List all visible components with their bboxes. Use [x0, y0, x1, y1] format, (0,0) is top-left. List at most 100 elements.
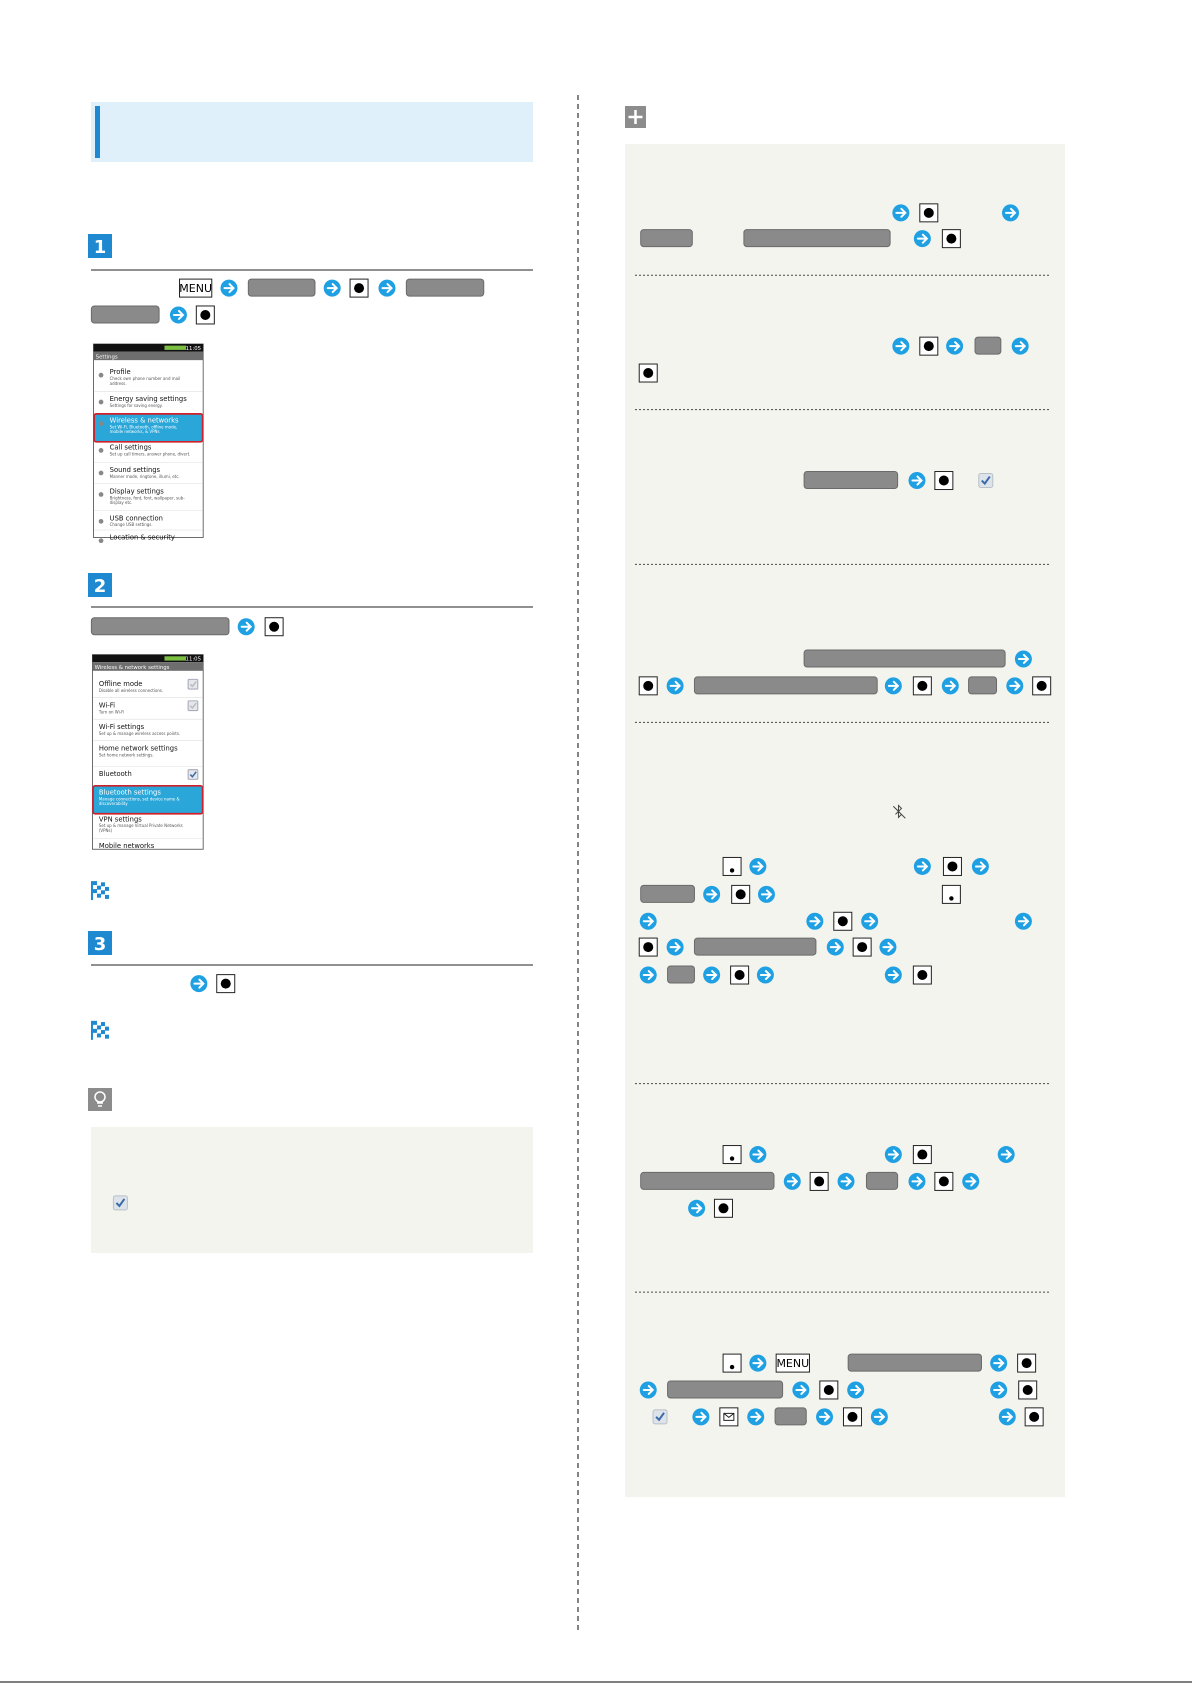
tap-key	[912, 1145, 932, 1165]
tap-key	[1024, 1407, 1044, 1427]
arrow-icon	[639, 912, 657, 930]
arrow-icon	[971, 857, 989, 875]
ui-button	[640, 229, 693, 248]
key-dot	[837, 916, 848, 927]
arrow-icon	[998, 1408, 1016, 1426]
key-dot	[946, 233, 957, 244]
step-badge	[88, 234, 112, 258]
key-dot	[938, 475, 949, 486]
title-bar	[92, 662, 204, 671]
arrow-icon	[806, 912, 824, 930]
arrow-glyph	[944, 680, 957, 691]
setting-desc: display etc.	[110, 500, 133, 505]
flag-cell	[92, 889, 97, 894]
arrow-glyph	[1017, 653, 1030, 664]
tap-key	[852, 937, 872, 957]
ui-button	[640, 884, 695, 903]
setting-checkbox	[187, 678, 199, 690]
header-bar	[95, 106, 100, 158]
ui-button	[743, 229, 891, 248]
setting-label: Energy saving settings	[110, 395, 188, 403]
tip-box	[91, 1127, 533, 1253]
arrow-glyph	[669, 942, 682, 953]
check	[981, 475, 991, 486]
highlight-frame	[92, 784, 204, 815]
key-dot	[917, 970, 928, 981]
arrow-glyph	[695, 1411, 707, 1422]
arrow-icon	[756, 966, 774, 984]
flag-cell	[100, 1030, 105, 1035]
setting-label: Wi-Fi	[99, 701, 115, 709]
setting-icon	[98, 492, 104, 497]
arrow-glyph	[750, 1411, 762, 1422]
arrow-glyph	[795, 1384, 807, 1395]
key-dot	[1029, 1411, 1040, 1422]
arrow-icon	[749, 1146, 767, 1164]
key-dot	[643, 368, 654, 379]
section-header	[91, 102, 533, 162]
setting-desc: Set Wi-Fi, Bluetooth, offline mode,	[110, 424, 178, 429]
tap-key	[934, 471, 954, 491]
menu-key	[179, 278, 213, 298]
setting-desc: Manner mode, ringtone, illumi, etc.	[110, 474, 180, 479]
arrow-icon	[1011, 337, 1029, 355]
arrow-icon	[747, 1408, 765, 1426]
arrow-icon	[1014, 912, 1032, 930]
arrow-glyph	[752, 1358, 764, 1369]
arrow-glyph	[193, 978, 205, 989]
check	[115, 1198, 126, 1208]
arrow-icon	[908, 1172, 926, 1190]
small-key	[941, 884, 961, 904]
flag-cell	[96, 885, 101, 890]
arrow-icon	[666, 938, 684, 956]
key-dot	[917, 680, 928, 691]
setting-desc: Manage connections, set device name &	[99, 796, 180, 801]
setting-desc: Settings for saving energy.	[110, 403, 163, 408]
arrow-glyph	[974, 861, 987, 872]
key-dot	[857, 942, 868, 953]
flag-cell	[104, 894, 109, 899]
ui-button	[847, 1353, 982, 1372]
arrow-icon	[892, 337, 910, 355]
arrow-glyph	[840, 1176, 852, 1187]
arrow-glyph	[760, 889, 773, 900]
plus-sign	[628, 110, 643, 124]
arrow-glyph	[850, 1384, 862, 1395]
goal-flag	[90, 1020, 109, 1040]
arrow-icon	[913, 857, 931, 875]
arrow-icon	[879, 938, 897, 956]
arrow-glyph	[882, 942, 894, 953]
ui-button	[640, 1171, 775, 1190]
flag-cell	[100, 1022, 105, 1027]
arrow-glyph	[911, 1176, 923, 1187]
arrow-icon	[757, 885, 775, 903]
flag-cell	[96, 1025, 101, 1030]
status-bar	[93, 344, 204, 352]
arrow-glyph	[1017, 916, 1030, 927]
arrow-glyph	[752, 861, 764, 872]
arrow-glyph	[691, 1203, 703, 1214]
flag-cell	[100, 890, 105, 895]
arrow-icon	[816, 1408, 834, 1426]
arrow-glyph	[916, 861, 929, 872]
arrow-icon	[792, 1381, 810, 1399]
arrow-glyph	[172, 309, 185, 320]
arrow-icon	[997, 1146, 1015, 1164]
setting-label: Display settings	[110, 487, 165, 495]
ui-button	[803, 649, 1006, 668]
arrow-glyph	[642, 970, 655, 981]
arrow-icon	[861, 912, 879, 930]
arrow-icon	[639, 966, 657, 984]
key-dot	[1022, 1384, 1033, 1395]
setting-desc: Brightness, font, font, wallpaper, sub-	[110, 495, 186, 500]
setting-desc: Check own phone number and mail	[110, 376, 181, 381]
arrow-icon	[908, 472, 926, 490]
arrow-glyph	[887, 680, 900, 691]
tap-key	[934, 1171, 954, 1191]
tap-key	[1017, 1353, 1037, 1373]
arrow-icon	[990, 1354, 1008, 1372]
tap-key	[731, 884, 751, 904]
arrow-glyph	[752, 1149, 764, 1160]
ui-button	[803, 471, 899, 490]
arrow-glyph	[949, 341, 961, 352]
